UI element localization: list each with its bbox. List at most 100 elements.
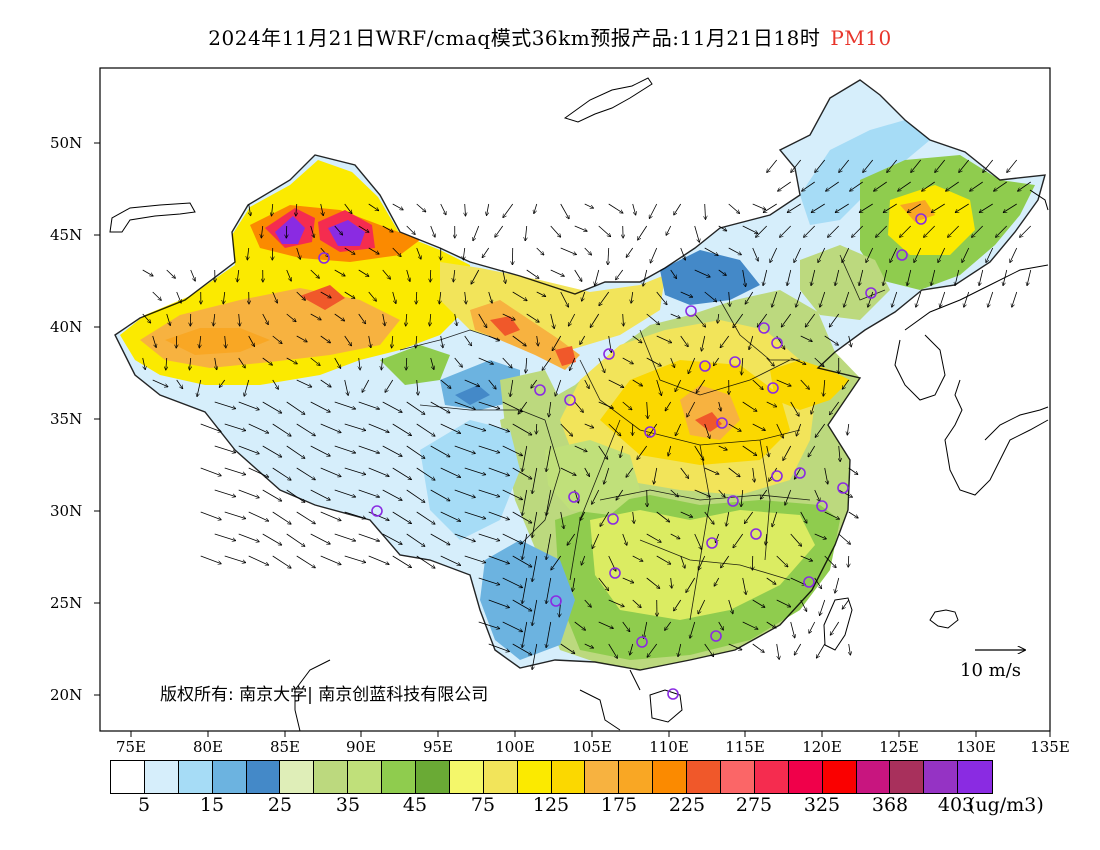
wind-arrow	[430, 357, 434, 370]
wind-arrow	[369, 335, 371, 348]
wind-arrow	[584, 379, 589, 389]
wind-arrow	[800, 335, 813, 342]
wind-arrow	[224, 511, 246, 519]
wind-arrow	[994, 181, 1007, 191]
wind-arrow	[296, 247, 301, 259]
lon-label: 90E	[345, 738, 377, 756]
wind-arrow	[883, 269, 888, 286]
wind-arrow	[1007, 159, 1018, 173]
wind-arrow	[868, 291, 874, 307]
wind-arrow	[848, 467, 858, 475]
wind-arrow	[320, 335, 331, 343]
lon-label: 125E	[879, 738, 919, 756]
wind-arrow	[866, 247, 874, 263]
wind-arrow	[248, 423, 269, 433]
legend-swatch	[856, 761, 891, 793]
wind-arrow	[512, 467, 532, 479]
city-station-marker	[794, 467, 806, 479]
lat-label: 25N	[50, 594, 83, 612]
wind-arrow	[430, 445, 450, 457]
wind-arrow	[671, 577, 672, 588]
wind-arrow	[791, 159, 802, 173]
liaoning-green	[800, 245, 890, 320]
wind-arrow	[368, 291, 377, 301]
wind-arrow	[666, 225, 672, 235]
legend-label: 45	[402, 794, 428, 816]
wind-arrow	[680, 511, 693, 517]
city-station-marker	[710, 630, 722, 642]
wind-arrow	[911, 159, 922, 173]
wind-arrow	[616, 269, 624, 280]
wind-arrow	[678, 643, 682, 657]
wind-arrow	[272, 291, 278, 303]
wind-arrow	[824, 335, 839, 345]
wind-arrow	[416, 467, 435, 480]
wind-arrow	[238, 401, 260, 410]
wind-arrow	[542, 357, 552, 370]
wind-arrow	[238, 357, 246, 368]
wind-arrow	[416, 555, 435, 568]
wind-arrow	[632, 555, 643, 561]
wind-arrow	[310, 269, 320, 278]
wind-arrow	[675, 423, 682, 436]
wind-arrow	[502, 577, 523, 588]
wind-arrow	[286, 445, 305, 458]
wind-arrow	[756, 225, 768, 237]
qinghai-green	[380, 345, 450, 385]
wind-arrow	[824, 511, 840, 519]
wind-arrow	[416, 335, 417, 348]
tarim-hot-1	[300, 285, 345, 310]
wind-arrow	[794, 643, 802, 655]
wind-arrow	[406, 357, 407, 370]
wind-arrow	[502, 313, 515, 320]
wind-arrow	[478, 577, 500, 585]
wind-arrow	[392, 511, 412, 524]
wind-arrow	[776, 555, 788, 567]
wind-arrow	[560, 291, 569, 307]
city-station-marker	[771, 337, 783, 349]
wind-arrow	[478, 489, 500, 497]
lon-label: 115E	[725, 738, 765, 756]
wind-arrow	[972, 225, 984, 237]
wind-arrow	[622, 621, 630, 632]
wind-arrow	[152, 291, 162, 300]
wind-arrow	[814, 533, 827, 539]
wind-arrow	[581, 555, 586, 565]
wind-arrow	[986, 247, 994, 263]
wind-arrow	[622, 357, 634, 364]
wind-arrow	[166, 357, 167, 370]
wind-arrow	[464, 511, 486, 519]
wind-arrow	[502, 533, 523, 544]
wind-arrow	[382, 269, 391, 279]
wind-arrow	[686, 577, 696, 593]
wind-arrow	[526, 357, 527, 373]
wind-arrow	[824, 467, 828, 484]
city-station-marker	[816, 500, 828, 512]
city-station-marker	[564, 394, 576, 406]
wind-arrow	[622, 577, 634, 583]
wind-arrow	[674, 203, 682, 215]
wind-arrow	[382, 225, 393, 232]
wind-arrow	[320, 379, 331, 387]
wind-arrow	[215, 357, 217, 370]
wind-arrow	[512, 291, 527, 301]
wind-arrow	[835, 269, 840, 286]
wind-arrow	[604, 467, 610, 484]
wind-arrow	[1003, 203, 1017, 213]
wind-arrow	[742, 445, 757, 456]
wind-arrow	[778, 181, 791, 191]
wind-arrow	[488, 379, 496, 389]
wind-arrow	[796, 423, 802, 436]
wind-arrow	[568, 313, 576, 326]
wind-arrow	[416, 247, 421, 259]
legend-label: 275	[735, 794, 773, 816]
wind-arrow	[454, 357, 463, 367]
wind-arrow	[272, 379, 279, 389]
wind-arrow	[753, 467, 755, 482]
wind-arrow	[574, 445, 587, 452]
wind-arrow	[531, 379, 538, 388]
wind-arrow	[626, 247, 634, 257]
wind-arrow	[286, 489, 305, 502]
wind-arrow	[368, 467, 389, 476]
wind-arrow	[248, 335, 255, 347]
